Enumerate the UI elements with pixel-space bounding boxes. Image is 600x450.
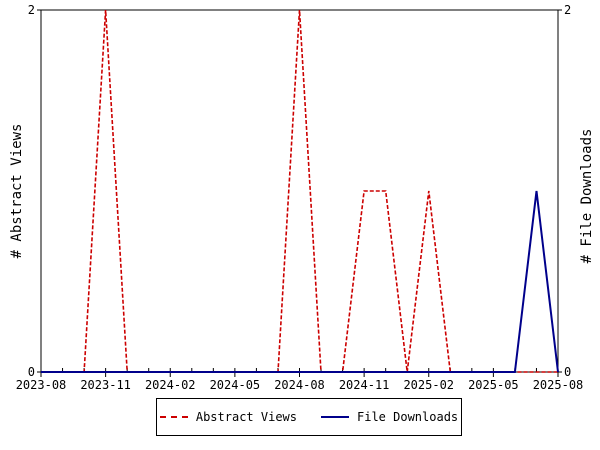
y-left-tick-label: 0 (28, 365, 35, 379)
legend-swatch-file-downloads (321, 416, 349, 418)
legend-swatch-abstract-views (159, 416, 188, 418)
y-axis-ticks: 0 2 0 2 (28, 3, 571, 379)
x-tick-label: 2025-08 (533, 378, 584, 392)
y-right-tick-label: 0 (564, 365, 571, 379)
plot-area (40, 9, 559, 373)
x-tick-label: 2024-08 (274, 378, 325, 392)
legend: Abstract Views File Downloads (156, 398, 462, 436)
legend-item-abstract-views: Abstract Views (159, 410, 297, 424)
series-line-file-downloads (41, 190, 559, 373)
x-tick-label: 2024-11 (339, 378, 390, 392)
series-line-abstract-views (41, 9, 558, 373)
x-tick-label: 2024-02 (145, 378, 196, 392)
x-tick-label: 2024-05 (210, 378, 261, 392)
x-tick-label: 2025-02 (403, 378, 454, 392)
x-tick-label: 2023-11 (80, 378, 131, 392)
legend-label-file-downloads: File Downloads (357, 410, 459, 424)
x-tick-label: 2023-08 (16, 378, 67, 392)
y-left-tick-label: 2 (28, 3, 35, 17)
y-right-tick-label: 2 (564, 3, 571, 17)
series-layer (41, 9, 559, 373)
legend-item-file-downloads: File Downloads (321, 410, 458, 424)
y-axis-left-label: # Abstract Views (9, 124, 25, 259)
legend-label-abstract-views: Abstract Views (195, 410, 297, 424)
x-tick-label: 2025-05 (468, 378, 519, 392)
y-axis-right-label: # File Downloads (579, 129, 595, 264)
